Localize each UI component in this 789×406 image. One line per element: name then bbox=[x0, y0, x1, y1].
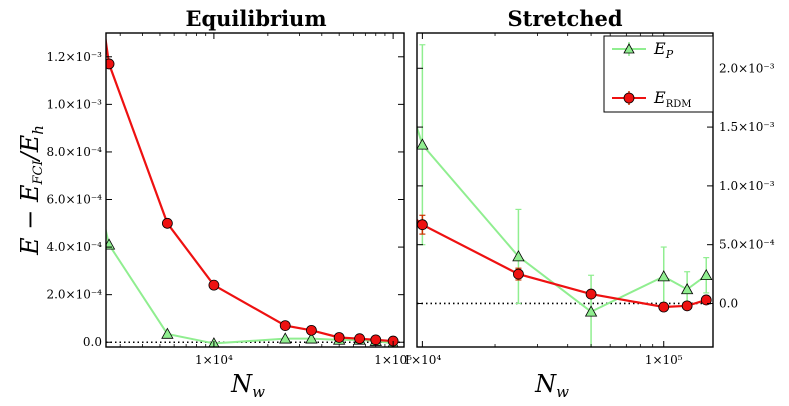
right-ep-point bbox=[657, 270, 670, 282]
left-y-tick-label: 1.2×10⁻³ bbox=[46, 50, 102, 64]
right-panel-title: Stretched bbox=[507, 6, 622, 31]
legend-p-label: EP bbox=[653, 39, 674, 61]
right-ep-point bbox=[512, 250, 525, 262]
right-y-tick-label: 1.5×10⁻³ bbox=[719, 120, 775, 134]
right-erdm-point bbox=[681, 300, 693, 312]
left-ep-line bbox=[106, 226, 394, 345]
right-ep-point bbox=[700, 268, 713, 281]
left-erdm-point bbox=[208, 279, 220, 291]
left-ep-point bbox=[279, 332, 292, 344]
left-y-tick-label: 8.0×10⁻⁴ bbox=[46, 145, 102, 159]
right-y-tick-label: 5.0×10⁻⁴ bbox=[719, 238, 775, 252]
legend: EP ERDM bbox=[603, 35, 714, 113]
right-y-tick-label: 2.0×10⁻³ bbox=[719, 61, 775, 75]
left-axes-frame bbox=[105, 32, 405, 348]
right-ep-point bbox=[584, 305, 598, 317]
left-y-tick-label: 4.0×10⁻⁴ bbox=[46, 240, 102, 254]
right-erdm-line bbox=[417, 218, 707, 309]
left-ep-point bbox=[305, 332, 318, 344]
left-erdm-point bbox=[161, 217, 173, 229]
right-ep-line bbox=[417, 124, 707, 313]
right-y-tick-label: 0.0 bbox=[719, 296, 738, 310]
panel-right: 0.0 5.0×10⁻⁴ 1.0×10⁻³ 1.5×10⁻³ 2.0×10⁻³ 1×10⁴… bbox=[403, 32, 775, 367]
x-axis-label-right: Nw bbox=[534, 370, 569, 401]
right-ep-point bbox=[417, 113, 418, 115]
left-erdm-point bbox=[106, 58, 115, 70]
left-erdm-point bbox=[306, 324, 317, 336]
left-erdm-point bbox=[95, 0, 105, 2]
x-axis-label-left: Nw bbox=[230, 370, 265, 401]
right-erdm-point bbox=[513, 268, 524, 280]
left-y-tick-label: 1.0×10⁻³ bbox=[46, 97, 102, 111]
panel-left: 0.0 2.0×10⁻⁴ 4.0×10⁻⁴ 6.0×10⁻⁴ 8.0×10⁻⁴ 1.0×1… bbox=[46, 0, 412, 367]
left-plot-area bbox=[91, 0, 404, 347]
right-erdm-point bbox=[658, 301, 670, 313]
left-erdm-point bbox=[354, 333, 365, 345]
left-ep-point bbox=[161, 327, 174, 339]
left-erdm-point bbox=[370, 334, 382, 346]
right-erdm-point bbox=[700, 294, 712, 306]
left-x-tick-label: 1×10⁴ bbox=[195, 353, 233, 367]
left-panel-title: Equilibrium bbox=[185, 6, 326, 31]
left-erdm-point bbox=[279, 320, 291, 331]
left-ep-point bbox=[91, 182, 102, 192]
left-ep-point bbox=[106, 238, 116, 250]
right-plot-area bbox=[406, 44, 713, 347]
left-y-tick-label: 2.0×10⁻⁴ bbox=[46, 288, 102, 302]
left-erdm-point bbox=[333, 332, 345, 343]
legend-p-marker bbox=[623, 43, 635, 54]
left-erdm-line bbox=[106, 34, 394, 343]
legend-rdm-label: ERDM bbox=[653, 88, 691, 110]
legend-rdm-marker bbox=[623, 92, 635, 104]
right-x-tick-label: 1×10⁵ bbox=[645, 353, 683, 367]
right-erdm-point bbox=[417, 219, 428, 231]
left-y-tick-label: 0.0 bbox=[83, 335, 102, 349]
right-y-tick-label: 1.0×10⁻³ bbox=[719, 179, 775, 193]
right-erdm-point bbox=[406, 210, 416, 220]
right-ep-point bbox=[680, 283, 694, 295]
right-ep-point bbox=[417, 138, 429, 150]
y-axis-label: E − EFCI/Eh bbox=[16, 125, 47, 256]
left-x-tick-label: 1×10⁵ bbox=[374, 353, 412, 367]
left-y-tick-label: 6.0×10⁻⁴ bbox=[46, 193, 102, 207]
right-erdm-point bbox=[585, 288, 597, 300]
right-x-tick-label: 1×10⁴ bbox=[403, 353, 441, 367]
right-axes-frame bbox=[416, 32, 714, 348]
